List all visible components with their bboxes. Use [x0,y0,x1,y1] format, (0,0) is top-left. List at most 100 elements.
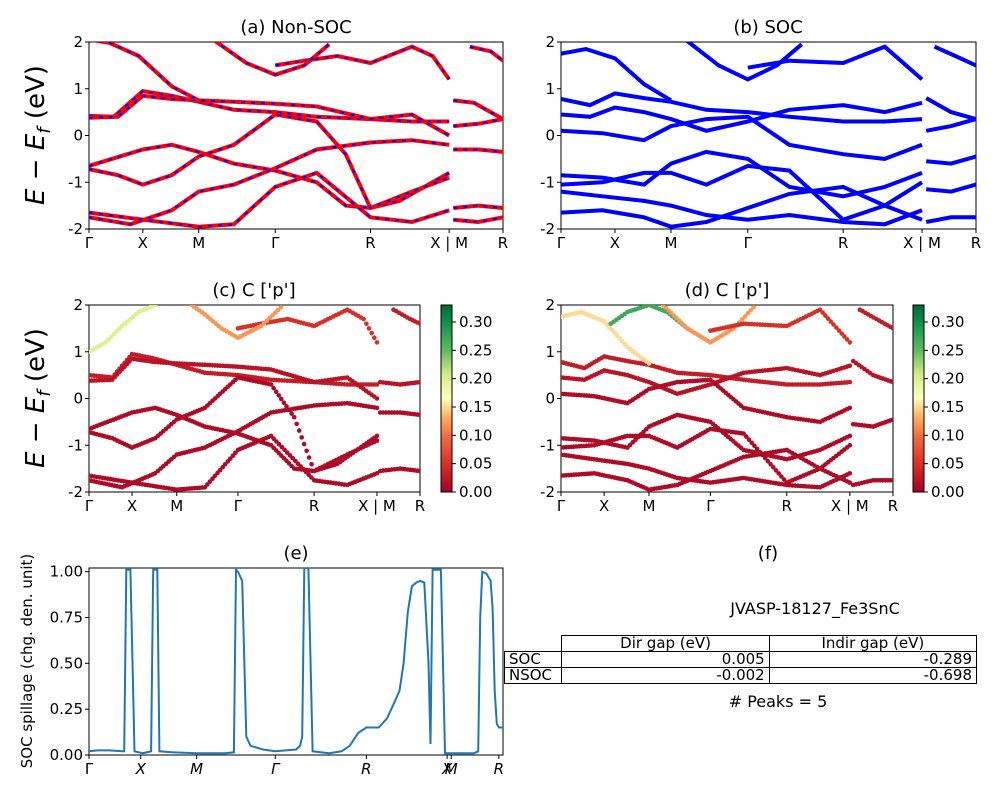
y-tick-label: 2 [545,296,555,314]
gap-table-row-label: NSOC [503,667,563,684]
gap-table-cell: -0.002 [561,667,770,684]
band-point [273,389,279,395]
x-tick-label: M [190,760,203,778]
x-tick-label: Γ [85,234,94,252]
band-point [847,480,853,485]
x-tick-label: Γ [271,234,280,252]
x-tick-label: Γ [744,234,753,252]
band-point [771,465,776,470]
band-point [890,326,893,331]
band-point [301,441,307,447]
band-line-dash [453,118,503,128]
band-point [374,396,380,401]
colorbar-d [912,304,925,493]
colorbar-tick-label: 0.10 [931,426,964,444]
band-line-dash [89,171,450,228]
band-line-dash [89,143,450,210]
x-tick-label: X [441,760,453,778]
band-line-dash [89,139,450,226]
x-tick-label: X [138,234,148,252]
gap-table: Dir gap (eV) Indir gap (eV) SOC 0.005 -0… [503,635,978,684]
band-point [271,385,276,391]
panel-e-title: (e) [283,543,308,564]
x-tick-label: R [782,497,792,515]
band-point [417,379,420,385]
band-point [268,382,274,387]
colorbar-c [440,304,453,493]
band-point [847,471,853,476]
colorbar-tick-label: 0.20 [459,370,492,388]
band-point [289,411,294,416]
band-point [646,361,652,366]
band-point [890,478,893,483]
band-lines [89,42,503,229]
band-line [561,149,923,199]
x-tick-label: X [610,234,620,252]
band-point [847,379,853,385]
colorbar-tick-label: 0.20 [931,370,964,388]
y-tick-label: -2 [68,483,83,501]
x-tick-label: M [192,234,205,252]
panel-c-title: (c) C ['p'] [212,280,295,301]
energy-axis-label-top: E − Ef (eV) [21,65,55,205]
colorbar-tick-label: 0.00 [459,483,492,501]
band-line [926,154,976,166]
y-tick-label: 2 [545,33,555,51]
x-tick-label: X | M [358,497,396,515]
band-point [374,405,380,411]
band-line-dash [214,42,330,76]
band-point [748,308,753,313]
x-tick-label: R [365,234,375,252]
band-point [366,326,372,331]
band-line [933,44,976,68]
gap-table-row-nsoc: NSOC -0.002 -0.698 [503,667,978,684]
band-point [296,428,302,433]
y-tick-label: 1 [545,343,555,361]
panel-b-title: (b) SOC [733,17,802,38]
x-tick-label: X [599,497,609,515]
colorbar-c-ticks: 0.00 0.05 0.10 0.15 0.20 0.25 0.30 [452,313,492,501]
band-point [745,311,751,316]
band-point [299,435,305,440]
band-line [89,93,451,138]
x-tick-label: R [361,760,371,778]
band-line-dash [89,113,450,210]
panel-d-plot: -2 -1 0 1 2 Γ X M Γ R X | M R [540,296,898,515]
x-tick-label: X [127,497,137,515]
y-tick-label: 0.25 [50,700,83,718]
band-point [117,326,122,332]
band-point [765,458,771,464]
band-point [781,477,787,482]
band-point [106,337,111,343]
y-tick-label: 2 [73,296,83,314]
y-tick-label: 0 [73,127,83,145]
y-tick-label: 2 [73,33,83,51]
band-point [823,313,828,318]
gap-table-header-row: Dir gap (eV) Indir gap (eV) [505,635,978,652]
band-line [925,215,976,224]
x-tick-label: X | M [903,234,941,252]
band-point [417,468,420,474]
y-tick-label: -2 [540,220,555,238]
projected-bands [561,300,893,492]
band-line-dash [275,45,451,80]
spillage-axis-label: SOC spillage (chg. den. unit) [18,554,36,769]
y-tick-label: 0.75 [50,609,83,627]
colorbar-tick-label: 0.30 [459,313,492,331]
x-tick-label: R [309,497,319,515]
band-point [779,474,784,479]
plot-frame [88,567,504,756]
x-tick-label: R [838,234,848,252]
x-tick-label: Γ [234,497,243,515]
band-point [417,321,420,326]
band-point [374,340,380,345]
band-line [925,117,976,133]
colorbar-tick-label: 0.15 [931,398,964,416]
band-line-dash [453,99,503,120]
band-point [658,300,663,305]
gap-table-container: Dir gap (eV) Indir gap (eV) SOC 0.005 -0… [503,635,978,684]
y-tick-label: -1 [68,436,83,454]
band-line [747,44,924,81]
x-tick-label: M [445,760,458,778]
